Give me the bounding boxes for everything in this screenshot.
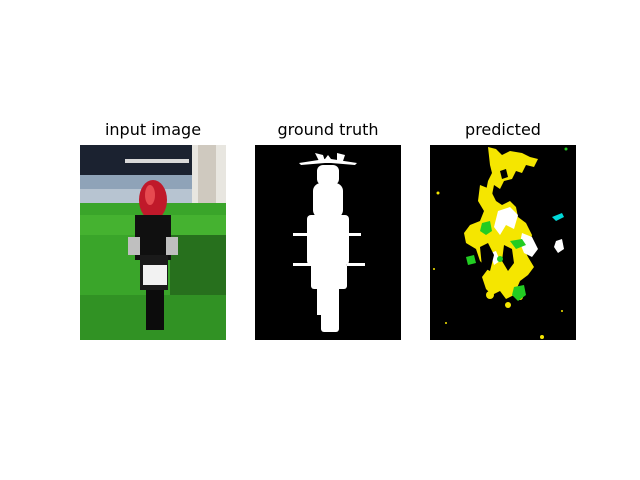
input-image-title: input image (104, 120, 202, 139)
predicted-mask (430, 145, 576, 340)
predicted-panel (430, 145, 576, 340)
ground-truth-title: ground truth (277, 120, 379, 139)
ground-truth-panel (255, 145, 401, 340)
input-image-panel (80, 145, 226, 340)
ground-truth-mask (255, 145, 401, 340)
input-image-photo (80, 145, 226, 340)
predicted-title: predicted (465, 120, 541, 139)
